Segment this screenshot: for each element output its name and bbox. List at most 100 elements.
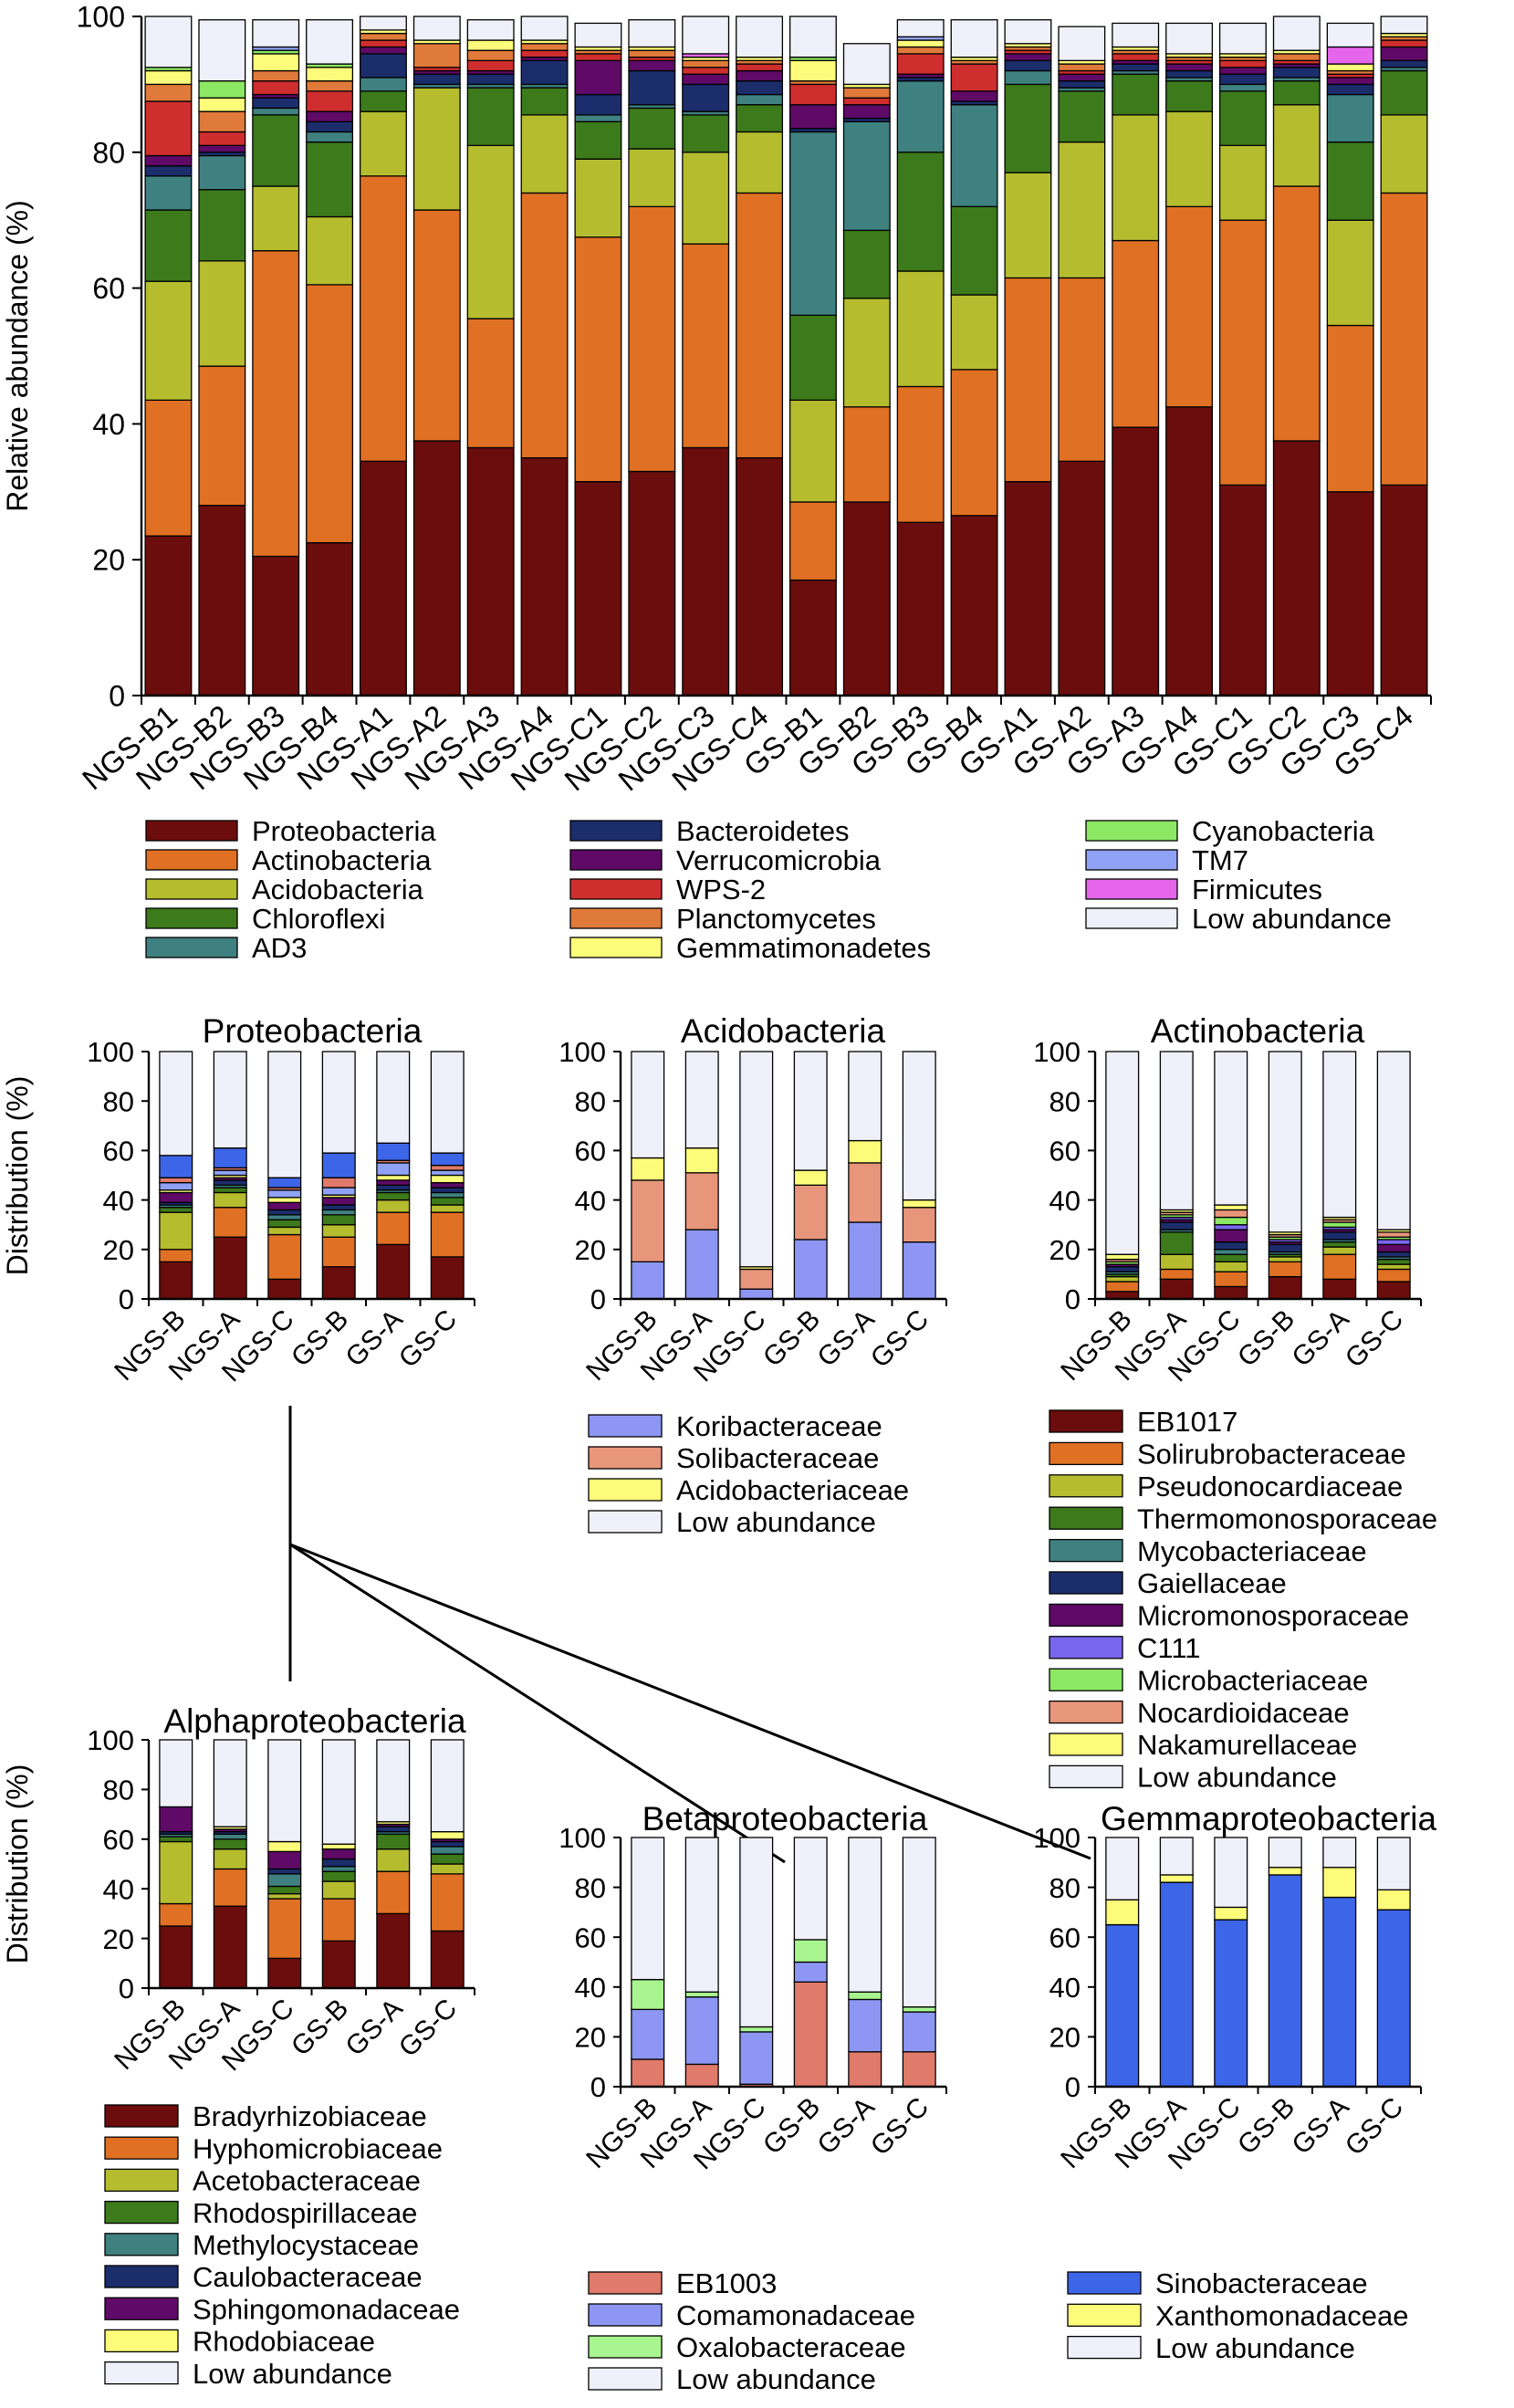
bar-segment-gs-a1-actinobacteria xyxy=(1004,277,1052,483)
bar-segment-ngs-b2-cyanobacteria xyxy=(198,80,246,99)
bar-segment-gs-c2-chloroflexi xyxy=(1272,80,1321,106)
bar-segment-ngs-a2-planctomycetes xyxy=(412,43,461,68)
y-tick-label: 80 xyxy=(575,1085,606,1117)
bar-segment-gs-c1-chloroflexi xyxy=(1218,90,1267,147)
legend-label-eb1017: EB1017 xyxy=(1137,1406,1237,1438)
bar-segment-ngs-c2-verrucomicrobia xyxy=(628,59,676,72)
bar-segment-gs-b-caulobacteraceae xyxy=(321,1858,356,1868)
bar-segment-gs-b2-chloroflexi xyxy=(842,229,891,299)
x-tick-label-gs-b: GS-B xyxy=(286,1994,354,2062)
bar-segment-ngs-a-acetobacteraceae xyxy=(213,1848,247,1870)
legend-label-low-abundance: Low abundance xyxy=(676,1506,876,1538)
y-tick-label: 20 xyxy=(1049,2022,1081,2054)
bar-segment-gs-b1-acidobacteria xyxy=(788,399,837,503)
legend-label-cyanobacteria: Cyanobacteria xyxy=(1192,815,1375,847)
bar-segment-gs-b-oxalobacteraceae xyxy=(793,1939,828,1963)
bar-segment-gs-a-sphingomonadaceae xyxy=(376,1179,411,1186)
bar-segment-ngs-c2-chloroflexi xyxy=(628,107,676,150)
bar-segment-ngs-b-nakamurellaceae xyxy=(1105,1253,1140,1261)
bar-segment-gs-b-methylocystaceae xyxy=(321,1866,356,1872)
bar-segment-gs-b1-gemmatimonadetes xyxy=(788,59,837,82)
bar-segment-gs-b4-proteobacteria xyxy=(950,515,998,696)
bar-segment-ngs-c3-proteobacteria xyxy=(682,446,730,696)
bar-segment-ngs-b-solibacteraceae xyxy=(631,1179,665,1263)
bar-segment-ngs-c-low-abundance xyxy=(739,1051,774,1268)
bar-segment-ngs-b1-acidobacteria xyxy=(144,280,193,402)
y-tick-label: 80 xyxy=(1049,1085,1081,1117)
bar-segment-gs-a-comamonadaceae xyxy=(376,1162,411,1177)
bar-segment-gs-b-solirubrobacteraceae xyxy=(1268,1261,1302,1278)
legend-label-microbacteriaceae: Microbacteriaceae xyxy=(1137,1664,1368,1696)
legend: BradyrhizobiaceaeHyphomicrobiaceaeAcetob… xyxy=(104,2100,460,2390)
x-tick-label-gs-b: GS-B xyxy=(1232,2092,1300,2161)
bar-segment-ngs-c-bradyrhizobiaceae xyxy=(267,1957,302,1989)
bar-segment-gs-b-low-abundance xyxy=(1268,1837,1302,1869)
legend-swatch-solibacteraceae xyxy=(588,1446,663,1470)
bar-segment-ngs-b-bradyrhizobiaceae xyxy=(159,1925,193,1989)
bar-segment-gs-a-rhodospirillaceae xyxy=(376,1191,411,1201)
bar-segment-ngs-c3-wps-2 xyxy=(682,67,730,75)
bar-segment-ngs-b4-planctomycetes xyxy=(306,80,354,92)
legend-label-mycobacteriaceae: Mycobacteriaceae xyxy=(1137,1535,1367,1567)
bar-segment-ngs-c2-acidobacteria xyxy=(628,148,676,207)
chart-4-alphaproteobacteria: 020406080100NGS-BNGS-ANGS-CGS-BGS-AGS-CD… xyxy=(1,1702,475,2390)
bar-segment-ngs-b2-chloroflexi xyxy=(198,189,246,262)
bar-segment-gs-c2-bacteroidetes xyxy=(1272,67,1321,79)
legend-label-c111: C111 xyxy=(1137,1632,1201,1664)
legend-label-acidobacteria: Acidobacteria xyxy=(252,874,424,906)
bar-segment-ngs-a2-proteobacteria xyxy=(412,440,461,696)
bar-segment-ngs-a-gaiellaceae xyxy=(1159,1221,1194,1230)
y-tick-label: 40 xyxy=(92,408,125,441)
bar-segment-ngs-c1-ad3 xyxy=(574,114,622,122)
legend-label-rhodospirillaceae: Rhodospirillaceae xyxy=(193,2197,417,2229)
bar-segment-gs-a4-bacteroidetes xyxy=(1165,69,1214,79)
bar-segment-ngs-b-eb1017 xyxy=(1105,1291,1140,1300)
bar-segment-ngs-a4-chloroflexi xyxy=(520,87,569,116)
bar-segment-gs-b4-wps-2 xyxy=(950,63,998,92)
bar-segment-ngs-c-rhodospirillaceae xyxy=(267,1219,302,1229)
bar-segment-gs-c4-bacteroidetes xyxy=(1380,59,1428,68)
bar-segment-gs-a1-ad3 xyxy=(1004,69,1052,86)
bar-segment-gs-c-low-abundance xyxy=(902,1837,936,2008)
bar-segment-ngs-b4-actinobacteria xyxy=(306,284,354,544)
bar-segment-ngs-b1-planctomycetes xyxy=(144,83,193,102)
bar-segment-ngs-b1-gemmatimonadetes xyxy=(144,69,193,86)
bar-segment-ngs-c-rhodobiaceae xyxy=(267,1197,302,1203)
bar-segment-ngs-b-bradyrhizobiaceae xyxy=(159,1261,193,1300)
bar-segment-ngs-c4-low-abundance xyxy=(736,16,784,58)
y-tick-label: 100 xyxy=(77,1,125,34)
bar-segment-ngs-c3-planctomycetes xyxy=(682,59,730,68)
bar-segment-ngs-c-comamonadaceae xyxy=(739,2031,774,2085)
bar-segment-gs-c-comamonadaceae xyxy=(430,1169,465,1177)
bar-segment-ngs-a-rhodospirillaceae xyxy=(213,1187,247,1194)
bar-segment-ngs-a-hyphomicrobiaceae xyxy=(213,1868,247,1907)
y-axis-label: Relative abundance (%) xyxy=(1,200,34,512)
bar-segment-gs-c3-verrucomicrobia xyxy=(1326,77,1374,86)
legend-swatch-microbacteriaceae xyxy=(1049,1668,1123,1691)
legend-swatch-gaiellaceae xyxy=(1049,1571,1123,1595)
legend-swatch-rhodobiaceae xyxy=(104,2329,179,2353)
legend-swatch-solirubrobacteraceae xyxy=(1049,1441,1123,1466)
y-tick-label: 0 xyxy=(109,680,125,713)
y-tick-label: 80 xyxy=(575,1872,606,1904)
bar-segment-ngs-a2-low-abundance xyxy=(412,16,461,41)
bar-segment-ngs-c4-proteobacteria xyxy=(736,456,784,696)
legend-swatch-acidobacteria xyxy=(145,878,238,900)
bar-segment-ngs-c-micromonosporaceae xyxy=(1214,1229,1248,1243)
bar-segment-ngs-b3-low-abundance xyxy=(252,19,300,48)
x-tick-label-gs-b: GS-B xyxy=(757,1304,826,1373)
bar-segment-ngs-c1-wps-2 xyxy=(574,53,622,62)
bar-segment-ngs-c3-chloroflexi xyxy=(682,114,730,153)
bar-segment-gs-c4-chloroflexi xyxy=(1380,69,1428,116)
bar-segment-gs-b-pseudonocardiaceae xyxy=(1268,1256,1302,1263)
bar-segment-gs-c-eb1003 xyxy=(902,2051,936,2088)
bar-segment-gs-b-low-abundance xyxy=(321,1739,356,1845)
y-tick-label: 60 xyxy=(575,1136,606,1167)
bar-segment-gs-a-oxalobacteraceae xyxy=(848,1991,882,2001)
bar-segment-gs-a3-proteobacteria xyxy=(1112,426,1160,696)
y-tick-label: 60 xyxy=(103,1136,134,1167)
bar-segment-ngs-c4-acidobacteria xyxy=(736,131,784,194)
y-tick-label: 60 xyxy=(103,1824,134,1856)
bar-segment-ngs-c-sinobacteraceae xyxy=(1214,1919,1248,2088)
bar-segment-gs-a2-verrucomicrobia xyxy=(1058,73,1106,82)
